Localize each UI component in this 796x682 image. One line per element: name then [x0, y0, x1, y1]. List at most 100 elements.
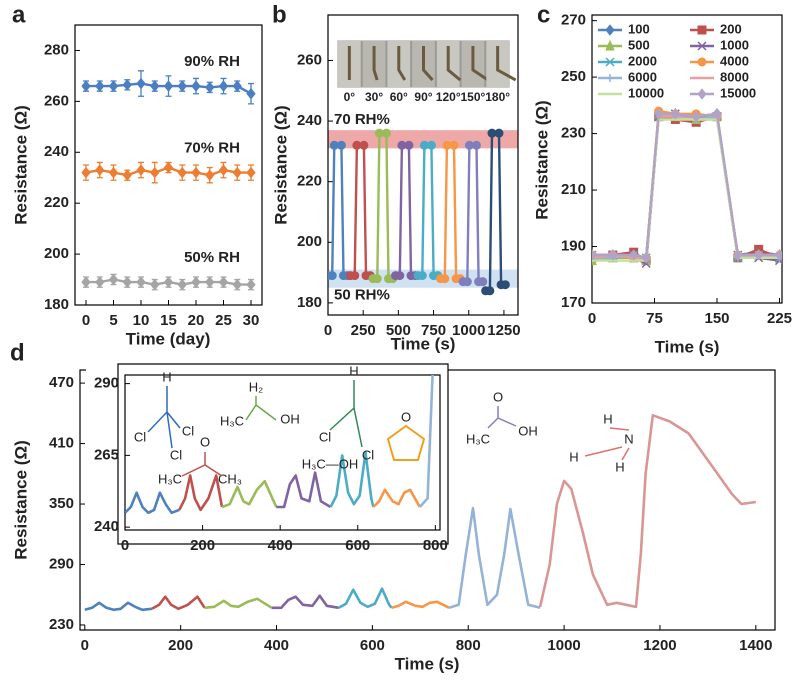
y-tick-label: 240 [44, 143, 69, 160]
x-tick-label: 10 [133, 312, 150, 329]
point [163, 80, 174, 92]
panel-letter: d [10, 339, 25, 366]
legend-marker [697, 25, 707, 35]
point [359, 140, 369, 150]
band-label: 70 RH% [334, 111, 390, 128]
point [95, 80, 105, 92]
photo-label: 150° [461, 90, 486, 104]
point [350, 271, 360, 281]
molecule-atom: H₃C [158, 471, 182, 486]
series-line [204, 597, 273, 610]
molecule-atom: Cl [134, 429, 146, 444]
point [205, 169, 215, 181]
photo-label: 60° [390, 90, 408, 104]
y-axis-label: Resistance (Ω) [532, 100, 551, 219]
y-tick-label: 240 [94, 518, 119, 535]
legend-marker [697, 88, 707, 100]
point [592, 249, 597, 261]
legend-marker [606, 74, 614, 82]
photo-label: 30° [365, 90, 383, 104]
band-label: 50 RH% [334, 287, 390, 304]
molecule-bonds [584, 427, 630, 461]
legend-label: 2000 [628, 53, 657, 68]
molecule-atom: H₃C—OH [302, 456, 359, 471]
x-tick-label: 750 [421, 322, 446, 339]
point [485, 286, 495, 296]
point [670, 108, 680, 120]
point [246, 166, 256, 179]
series-line [151, 595, 206, 611]
x-tick-label: 800 [456, 637, 481, 654]
legend-label: 200 [720, 21, 742, 36]
x-tick-label: 0 [588, 310, 596, 327]
point [440, 274, 450, 284]
photo-label: 180° [485, 90, 510, 104]
point [150, 278, 160, 291]
y-tick-label: 260 [297, 51, 322, 68]
point [81, 166, 91, 179]
series-line [271, 594, 340, 610]
photo-sample [446, 46, 462, 82]
series-line [221, 479, 278, 509]
x-tick-label: 75 [646, 310, 663, 327]
molecule-ring [386, 424, 426, 461]
x-tick-label: 0 [121, 537, 129, 554]
molecule-bonds [181, 452, 223, 477]
point [136, 276, 146, 288]
x-tick-label: 0 [82, 312, 90, 329]
x-tick-label: 5 [109, 312, 117, 329]
point [108, 166, 119, 179]
point [691, 110, 701, 123]
y-tick-label: 350 [49, 495, 74, 512]
point [494, 128, 504, 138]
y-tick-label: 410 [49, 435, 74, 452]
panel-letter: a [12, 1, 26, 28]
legend-label: 8000 [720, 69, 749, 84]
y-tick-label: 220 [297, 173, 322, 190]
molecule-atom: H₃C [466, 431, 490, 446]
plot-area [592, 106, 782, 269]
inset-frame [117, 363, 449, 545]
x-tick-label: 600 [345, 537, 370, 554]
point [218, 164, 229, 176]
y-tick-label: 210 [561, 181, 586, 198]
x-tick-label: 30 [243, 312, 260, 329]
series-line [329, 451, 375, 508]
series-line [538, 414, 756, 609]
series-label: 90% RH [184, 53, 240, 70]
x-tick-label: 200 [168, 637, 193, 654]
legend-label: 1000 [720, 37, 749, 52]
molecule-bonds [487, 406, 517, 429]
plot-area [81, 70, 256, 291]
point [191, 276, 201, 288]
x-tick-label: 400 [268, 537, 293, 554]
point [754, 249, 764, 261]
molecule-atom: O [401, 409, 411, 424]
point [177, 278, 187, 291]
legend-marker [697, 57, 707, 67]
x-tick-label: 150 [704, 310, 729, 327]
y-tick-label: 230 [49, 616, 74, 633]
molecule-bonds [147, 386, 181, 449]
point [232, 278, 242, 291]
point [136, 164, 146, 176]
point [246, 87, 256, 100]
panel-letter: b [272, 1, 287, 28]
series-line [448, 506, 541, 610]
point [177, 80, 187, 92]
molecule-atom: H [349, 363, 358, 378]
point [404, 140, 414, 150]
legend-label: 4000 [720, 53, 749, 68]
point [122, 169, 132, 181]
x-tick-label: 1400 [739, 637, 772, 654]
point [462, 277, 472, 287]
series-label: 50% RH [184, 249, 240, 266]
point [641, 252, 651, 264]
point [372, 274, 382, 284]
molecule-atom: H [569, 449, 578, 464]
point [417, 271, 427, 281]
point [426, 140, 436, 150]
photo-sample [422, 46, 434, 82]
x-tick-label: 0 [81, 637, 89, 654]
legend-label: 100 [628, 21, 650, 36]
